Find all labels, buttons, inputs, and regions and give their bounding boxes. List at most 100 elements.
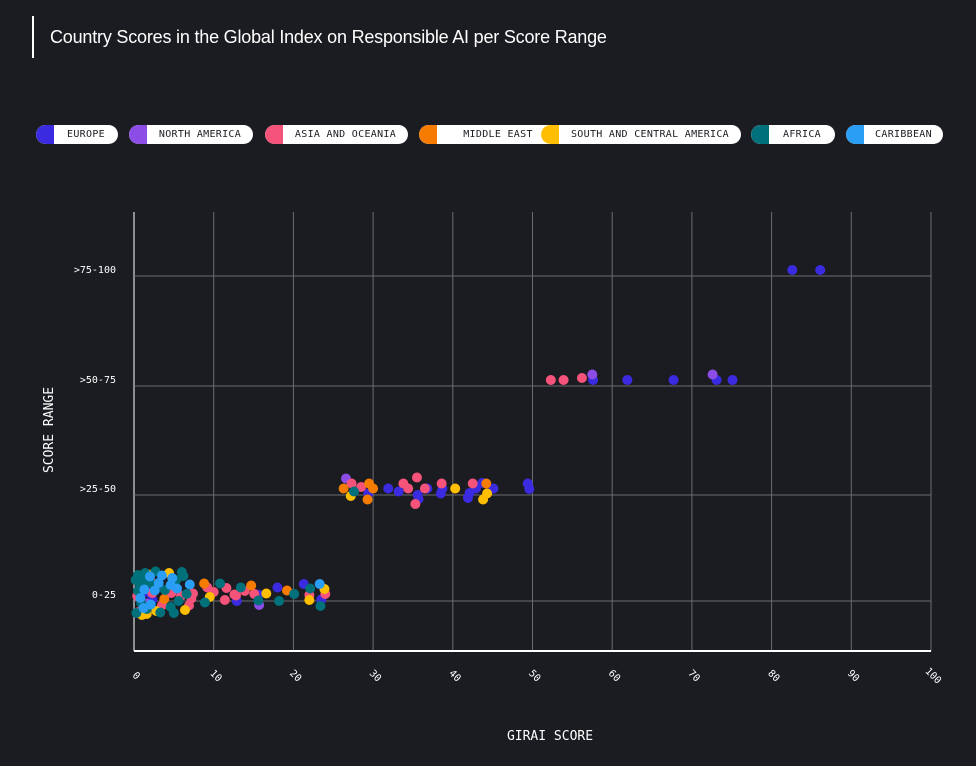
- data-point: [668, 375, 679, 385]
- legend-item: SOUTH AND CENTRAL AMERICA: [541, 125, 741, 144]
- data-point: [338, 483, 349, 494]
- y-tick-label: 0-25: [92, 590, 116, 601]
- data-point: [815, 265, 826, 275]
- data-point: [274, 596, 285, 606]
- data-point: [137, 576, 148, 587]
- data-point: [545, 375, 556, 385]
- data-point: [481, 478, 492, 489]
- data-point: [315, 601, 326, 611]
- data-point: [181, 589, 192, 599]
- x-tick-label: 20: [287, 668, 303, 684]
- data-point: [622, 375, 633, 385]
- data-point: [261, 588, 272, 599]
- y-axis-title: SCORE RANGE: [42, 387, 57, 473]
- data-point: [403, 483, 414, 494]
- y-tick-label: >25-50: [80, 484, 116, 495]
- legend-item: NORTH AMERICA: [129, 125, 253, 144]
- data-point: [139, 584, 150, 595]
- legend-label: SOUTH AND CENTRAL AMERICA: [570, 129, 729, 140]
- x-tick-label: 30: [367, 668, 383, 684]
- legend-label: CARIBBEAN: [875, 129, 932, 140]
- legend-item: ASIA AND OCEANIA: [265, 125, 408, 144]
- data-point: [138, 603, 149, 613]
- x-tick-label: 100: [922, 666, 943, 687]
- data-point: [159, 594, 170, 604]
- data-point: [289, 589, 300, 599]
- data-point: [411, 472, 422, 483]
- legend-label: ASIA AND OCEANIA: [294, 129, 397, 140]
- data-point: [184, 579, 195, 590]
- legend-swatch: [129, 125, 147, 144]
- data-point: [215, 578, 226, 589]
- data-point: [576, 373, 587, 383]
- legend: EUROPE NORTH AMERICA ASIA AND OCEANIA MIDDL…: [36, 125, 946, 145]
- data-point: [362, 494, 373, 505]
- legend-item: AFRICA: [751, 125, 835, 144]
- data-point: [383, 483, 394, 494]
- data-point: [304, 595, 315, 605]
- x-tick-label: 50: [526, 668, 542, 684]
- data-point: [727, 375, 738, 385]
- legend-swatch: [419, 125, 437, 144]
- data-point: [253, 595, 264, 606]
- legend-label: MIDDLE EAST: [463, 129, 533, 140]
- legend-swatch: [265, 125, 283, 144]
- data-point: [167, 573, 178, 583]
- legend-swatch: [751, 125, 769, 144]
- data-point: [787, 265, 798, 275]
- data-point: [178, 571, 189, 581]
- x-tick-label: 70: [686, 668, 702, 684]
- data-point: [199, 578, 210, 589]
- x-tick-label: 10: [207, 668, 223, 684]
- data-point: [168, 608, 179, 618]
- legend-item: CARIBBEAN: [846, 125, 943, 144]
- data-point: [558, 375, 569, 385]
- data-point: [348, 486, 359, 497]
- chart-title: Country Scores in the Global Index on Re…: [50, 26, 607, 47]
- data-point: [231, 590, 242, 601]
- x-tick-label: 80: [765, 668, 781, 684]
- title-bar: Country Scores in the Global Index on Re…: [32, 16, 607, 58]
- data-point: [305, 583, 316, 594]
- data-point: [173, 596, 184, 606]
- data-point: [149, 585, 160, 596]
- x-tick-label: 90: [845, 668, 861, 684]
- data-point: [272, 582, 283, 593]
- data-point: [450, 483, 461, 494]
- legend-label: AFRICA: [783, 129, 821, 140]
- data-point: [356, 482, 367, 492]
- x-tick-label: 40: [446, 668, 462, 684]
- data-point: [131, 608, 142, 618]
- y-tick-label: >50-75: [80, 375, 116, 386]
- data-point: [436, 478, 447, 489]
- data-point: [155, 607, 166, 618]
- x-axis-title: GIRAI SCORE: [507, 729, 593, 744]
- data-point: [587, 369, 598, 380]
- legend-swatch: [541, 125, 559, 144]
- data-point: [153, 578, 164, 588]
- y-tick-label: >75-100: [74, 265, 116, 276]
- data-point: [235, 582, 246, 593]
- data-point: [144, 571, 155, 582]
- data-point: [180, 605, 191, 615]
- data-point: [346, 478, 357, 489]
- data-point: [172, 583, 183, 594]
- data-point: [393, 486, 404, 497]
- data-point: [467, 478, 478, 489]
- x-tick-label: 0: [130, 670, 142, 682]
- legend-item: MIDDLE EAST: [419, 125, 559, 144]
- data-point: [199, 597, 210, 608]
- data-point: [524, 484, 535, 494]
- data-point: [368, 483, 379, 494]
- legend-label: EUROPE: [67, 129, 105, 140]
- legend-label: NORTH AMERICA: [158, 129, 242, 140]
- data-point: [419, 483, 430, 494]
- data-point: [135, 593, 146, 603]
- data-point: [314, 579, 325, 589]
- legend-swatch: [846, 125, 864, 144]
- data-point: [156, 570, 167, 581]
- legend-item: EUROPE: [36, 125, 118, 144]
- x-tick-label: 60: [606, 668, 622, 684]
- data-point: [482, 488, 493, 499]
